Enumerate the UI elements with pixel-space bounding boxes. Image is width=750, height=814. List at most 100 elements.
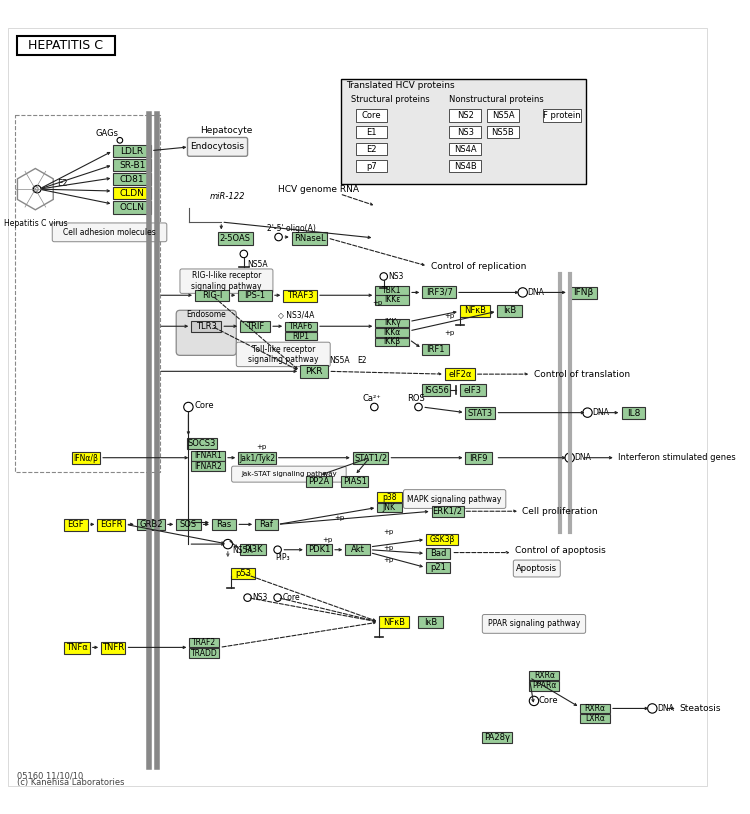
Text: ROS: ROS xyxy=(406,394,424,403)
FancyBboxPatch shape xyxy=(113,145,151,157)
FancyBboxPatch shape xyxy=(356,143,388,155)
FancyBboxPatch shape xyxy=(113,159,151,171)
FancyBboxPatch shape xyxy=(530,681,560,690)
FancyBboxPatch shape xyxy=(113,187,151,199)
FancyBboxPatch shape xyxy=(255,519,278,530)
FancyBboxPatch shape xyxy=(306,475,332,487)
FancyBboxPatch shape xyxy=(422,384,451,396)
Text: PPARα: PPARα xyxy=(532,681,556,690)
Text: miR-122: miR-122 xyxy=(210,192,245,201)
Text: NS3: NS3 xyxy=(457,128,474,137)
FancyBboxPatch shape xyxy=(341,79,586,185)
FancyBboxPatch shape xyxy=(487,109,519,121)
Text: OCLN: OCLN xyxy=(119,203,145,212)
FancyBboxPatch shape xyxy=(191,462,225,470)
Text: GSK3β: GSK3β xyxy=(429,535,454,544)
Text: MAPK signaling pathway: MAPK signaling pathway xyxy=(407,495,502,504)
FancyBboxPatch shape xyxy=(72,452,100,464)
Text: NS4B: NS4B xyxy=(454,162,477,171)
FancyBboxPatch shape xyxy=(176,519,200,530)
Text: Core: Core xyxy=(538,697,558,706)
Text: Ca²⁺: Ca²⁺ xyxy=(362,394,381,403)
FancyBboxPatch shape xyxy=(240,544,266,555)
FancyBboxPatch shape xyxy=(375,338,409,346)
Text: TRIF: TRIF xyxy=(246,322,264,330)
Text: DNA: DNA xyxy=(527,288,544,297)
FancyBboxPatch shape xyxy=(422,286,456,298)
Text: TLR3: TLR3 xyxy=(196,322,217,330)
FancyBboxPatch shape xyxy=(64,641,90,654)
Text: Hepatitis C virus: Hepatitis C virus xyxy=(4,219,68,228)
FancyBboxPatch shape xyxy=(375,286,409,295)
Text: EGF: EGF xyxy=(68,520,84,529)
FancyBboxPatch shape xyxy=(449,126,482,138)
Text: PKR: PKR xyxy=(305,367,323,376)
Text: RIG-I: RIG-I xyxy=(202,291,222,300)
Text: IRF3/7: IRF3/7 xyxy=(426,287,452,296)
FancyBboxPatch shape xyxy=(191,321,221,332)
Text: PA28γ: PA28γ xyxy=(484,733,510,742)
Text: NFκB: NFκB xyxy=(464,306,486,315)
Text: IKKβ: IKKβ xyxy=(383,337,400,346)
Text: IRF9: IRF9 xyxy=(470,453,488,462)
Text: (c) Kanehisa Laboratories: (c) Kanehisa Laboratories xyxy=(16,778,124,787)
FancyBboxPatch shape xyxy=(460,304,490,317)
Text: eIF2α: eIF2α xyxy=(448,370,472,379)
FancyBboxPatch shape xyxy=(231,567,255,579)
FancyBboxPatch shape xyxy=(426,534,458,545)
FancyBboxPatch shape xyxy=(300,365,328,378)
Text: SOCS3: SOCS3 xyxy=(188,439,216,449)
FancyBboxPatch shape xyxy=(449,160,482,173)
FancyBboxPatch shape xyxy=(189,648,220,658)
Text: IKKγ: IKKγ xyxy=(384,318,400,327)
Text: E1: E1 xyxy=(366,128,376,137)
FancyBboxPatch shape xyxy=(356,160,388,173)
FancyBboxPatch shape xyxy=(341,475,368,487)
Text: IL8: IL8 xyxy=(627,409,640,418)
Text: RXRα: RXRα xyxy=(584,704,605,713)
Text: +p: +p xyxy=(382,545,393,551)
Text: Core: Core xyxy=(362,111,381,120)
Text: GRB2: GRB2 xyxy=(139,520,163,529)
FancyBboxPatch shape xyxy=(568,287,597,299)
FancyBboxPatch shape xyxy=(212,519,236,530)
Text: NS4A: NS4A xyxy=(454,145,477,154)
FancyBboxPatch shape xyxy=(240,321,270,332)
FancyBboxPatch shape xyxy=(285,332,317,340)
Text: Structural proteins: Structural proteins xyxy=(351,95,430,104)
FancyBboxPatch shape xyxy=(232,466,346,482)
Text: DNA: DNA xyxy=(657,704,674,713)
FancyBboxPatch shape xyxy=(580,704,610,713)
Text: PP2A: PP2A xyxy=(308,477,329,486)
FancyBboxPatch shape xyxy=(189,638,220,647)
Text: Apoptosis: Apoptosis xyxy=(516,564,557,573)
Text: IFNα/β: IFNα/β xyxy=(74,453,98,462)
FancyBboxPatch shape xyxy=(292,232,328,244)
FancyBboxPatch shape xyxy=(404,490,506,509)
FancyBboxPatch shape xyxy=(113,201,151,213)
FancyBboxPatch shape xyxy=(466,452,492,464)
FancyBboxPatch shape xyxy=(176,310,236,356)
FancyBboxPatch shape xyxy=(460,384,486,396)
Text: Cell adhesion molecules: Cell adhesion molecules xyxy=(63,228,156,237)
Text: IFNAR1: IFNAR1 xyxy=(194,451,222,461)
Text: Akt: Akt xyxy=(350,545,364,554)
Text: Core: Core xyxy=(195,400,214,409)
Text: TRAF6: TRAF6 xyxy=(289,322,314,331)
Text: p38: p38 xyxy=(382,492,397,501)
Text: DNA: DNA xyxy=(592,408,609,417)
Text: NS2: NS2 xyxy=(457,111,474,120)
FancyBboxPatch shape xyxy=(113,173,151,186)
FancyBboxPatch shape xyxy=(375,319,409,327)
FancyBboxPatch shape xyxy=(487,126,519,138)
FancyBboxPatch shape xyxy=(195,290,229,301)
Text: Bad: Bad xyxy=(430,549,446,558)
FancyBboxPatch shape xyxy=(187,438,217,449)
Text: TRAF3: TRAF3 xyxy=(287,291,314,300)
FancyBboxPatch shape xyxy=(426,562,451,573)
Text: +p: +p xyxy=(445,330,455,336)
Text: NS5A: NS5A xyxy=(232,546,254,555)
Text: 2'-5' oligo(A): 2'-5' oligo(A) xyxy=(267,224,316,233)
Text: Control of apoptosis: Control of apoptosis xyxy=(515,546,606,555)
Text: RIP1: RIP1 xyxy=(292,331,310,340)
